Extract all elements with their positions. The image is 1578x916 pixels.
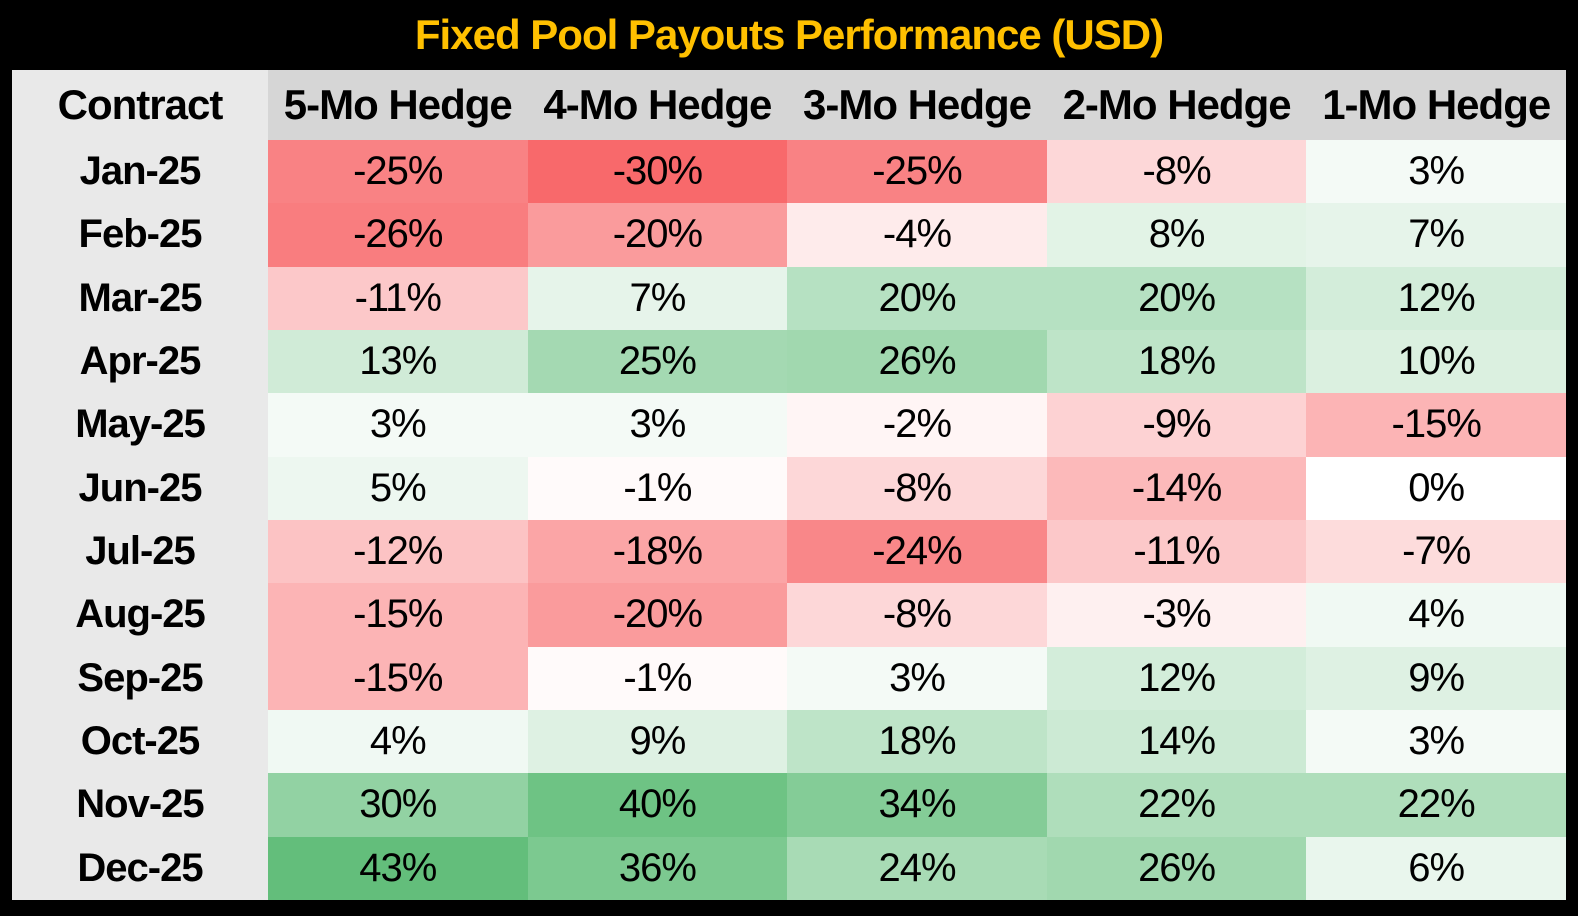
table-title: Fixed Pool Payouts Performance (USD)	[414, 11, 1164, 58]
title-bar: Fixed Pool Payouts Performance (USD)	[12, 0, 1566, 70]
table-row: Jun-25 5% -1% -8% -14% 0%	[12, 456, 1566, 520]
table-row: Aug-25 -15% -20% -8% -3% 4%	[12, 583, 1566, 647]
value-cell: -12%	[268, 519, 528, 584]
table-row: Mar-25 -11% 7% 20% 20% 12%	[12, 266, 1566, 330]
value-cell: 36%	[527, 836, 788, 900]
table-row: Nov-25 30% 40% 34% 22% 22%	[12, 773, 1566, 837]
column-header-5mo: 5-Mo Hedge	[268, 70, 528, 140]
column-header-contract: Contract	[12, 70, 268, 140]
table-row: May-25 3% 3% -2% -9% -15%	[12, 393, 1566, 457]
value-cell: 9%	[527, 709, 788, 774]
row-label: Jan-25	[12, 140, 268, 204]
row-label: Dec-25	[12, 836, 268, 900]
value-cell: -20%	[527, 583, 788, 647]
value-cell: -4%	[787, 203, 1047, 267]
column-header-1mo: 1-Mo Hedge	[1306, 70, 1566, 140]
value-cell: -26%	[268, 203, 528, 267]
value-cell: -14%	[1046, 456, 1307, 520]
table-row: Feb-25 -26% -20% -4% 8% 7%	[12, 203, 1566, 267]
value-cell: -24%	[787, 519, 1047, 584]
value-cell: 3%	[787, 646, 1047, 710]
column-header-4mo: 4-Mo Hedge	[527, 70, 788, 140]
value-cell: -18%	[527, 519, 788, 584]
row-label: Aug-25	[12, 583, 268, 647]
column-header-3mo: 3-Mo Hedge	[787, 70, 1047, 140]
value-cell: -9%	[1046, 393, 1307, 457]
row-label: Sep-25	[12, 646, 268, 710]
heatmap-table: Contract 5-Mo Hedge 4-Mo Hedge 3-Mo Hedg…	[12, 70, 1566, 900]
column-header-2mo: 2-Mo Hedge	[1046, 70, 1307, 140]
value-cell: 3%	[1306, 709, 1566, 774]
value-cell: 8%	[1046, 203, 1307, 267]
value-cell: -11%	[268, 266, 528, 330]
value-cell: 20%	[1046, 266, 1307, 330]
value-cell: 18%	[787, 709, 1047, 774]
table-row: Oct-25 4% 9% 18% 14% 3%	[12, 709, 1566, 774]
row-label: Mar-25	[12, 266, 268, 330]
value-cell: 24%	[787, 836, 1047, 900]
value-cell: 12%	[1046, 646, 1307, 710]
value-cell: 30%	[268, 773, 528, 837]
value-cell: -15%	[1306, 393, 1566, 457]
value-cell: 18%	[1046, 329, 1307, 394]
value-cell: -3%	[1046, 583, 1307, 647]
row-label: Apr-25	[12, 329, 268, 394]
value-cell: -30%	[527, 140, 788, 204]
row-label: Nov-25	[12, 773, 268, 837]
value-cell: 14%	[1046, 709, 1307, 774]
value-cell: -8%	[787, 456, 1047, 520]
value-cell: -1%	[527, 456, 788, 520]
value-cell: -7%	[1306, 519, 1566, 584]
value-cell: 22%	[1306, 773, 1566, 837]
row-label: Jun-25	[12, 456, 268, 520]
value-cell: 20%	[787, 266, 1047, 330]
value-cell: 7%	[1306, 203, 1566, 267]
value-cell: 3%	[527, 393, 788, 457]
table-row: Sep-25 -15% -1% 3% 12% 9%	[12, 646, 1566, 710]
value-cell: -8%	[787, 583, 1047, 647]
value-cell: 7%	[527, 266, 788, 330]
table-row: Dec-25 43% 36% 24% 26% 6%	[12, 836, 1566, 900]
table-header-row: Contract 5-Mo Hedge 4-Mo Hedge 3-Mo Hedg…	[12, 70, 1566, 140]
value-cell: -20%	[527, 203, 788, 267]
table-row: Apr-25 13% 25% 26% 18% 10%	[12, 329, 1566, 394]
value-cell: 0%	[1306, 456, 1566, 520]
row-label: Feb-25	[12, 203, 268, 267]
row-label: Jul-25	[12, 519, 268, 584]
value-cell: -25%	[268, 140, 528, 204]
value-cell: 25%	[527, 329, 788, 394]
value-cell: -8%	[1046, 140, 1307, 204]
value-cell: -11%	[1046, 519, 1307, 584]
value-cell: 3%	[1306, 140, 1566, 204]
value-cell: 10%	[1306, 329, 1566, 394]
value-cell: 5%	[268, 456, 528, 520]
value-cell: 40%	[527, 773, 788, 837]
value-cell: -1%	[527, 646, 788, 710]
value-cell: -15%	[268, 646, 528, 710]
value-cell: -15%	[268, 583, 528, 647]
value-cell: -2%	[787, 393, 1047, 457]
value-cell: 6%	[1306, 836, 1566, 900]
value-cell: 34%	[787, 773, 1047, 837]
value-cell: 26%	[1046, 836, 1307, 900]
table-row: Jan-25 -25% -30% -25% -8% 3%	[12, 140, 1566, 204]
value-cell: 13%	[268, 329, 528, 394]
value-cell: 3%	[268, 393, 528, 457]
value-cell: 4%	[1306, 583, 1566, 647]
row-label: Oct-25	[12, 709, 268, 774]
value-cell: 4%	[268, 709, 528, 774]
value-cell: 9%	[1306, 646, 1566, 710]
table-body: Jan-25 -25% -30% -25% -8% 3% Feb-25 -26%…	[12, 140, 1566, 900]
table-row: Jul-25 -12% -18% -24% -11% -7%	[12, 519, 1566, 584]
value-cell: -25%	[787, 140, 1047, 204]
value-cell: 43%	[268, 836, 528, 900]
value-cell: 26%	[787, 329, 1047, 394]
value-cell: 12%	[1306, 266, 1566, 330]
row-label: May-25	[12, 393, 268, 457]
value-cell: 22%	[1046, 773, 1307, 837]
